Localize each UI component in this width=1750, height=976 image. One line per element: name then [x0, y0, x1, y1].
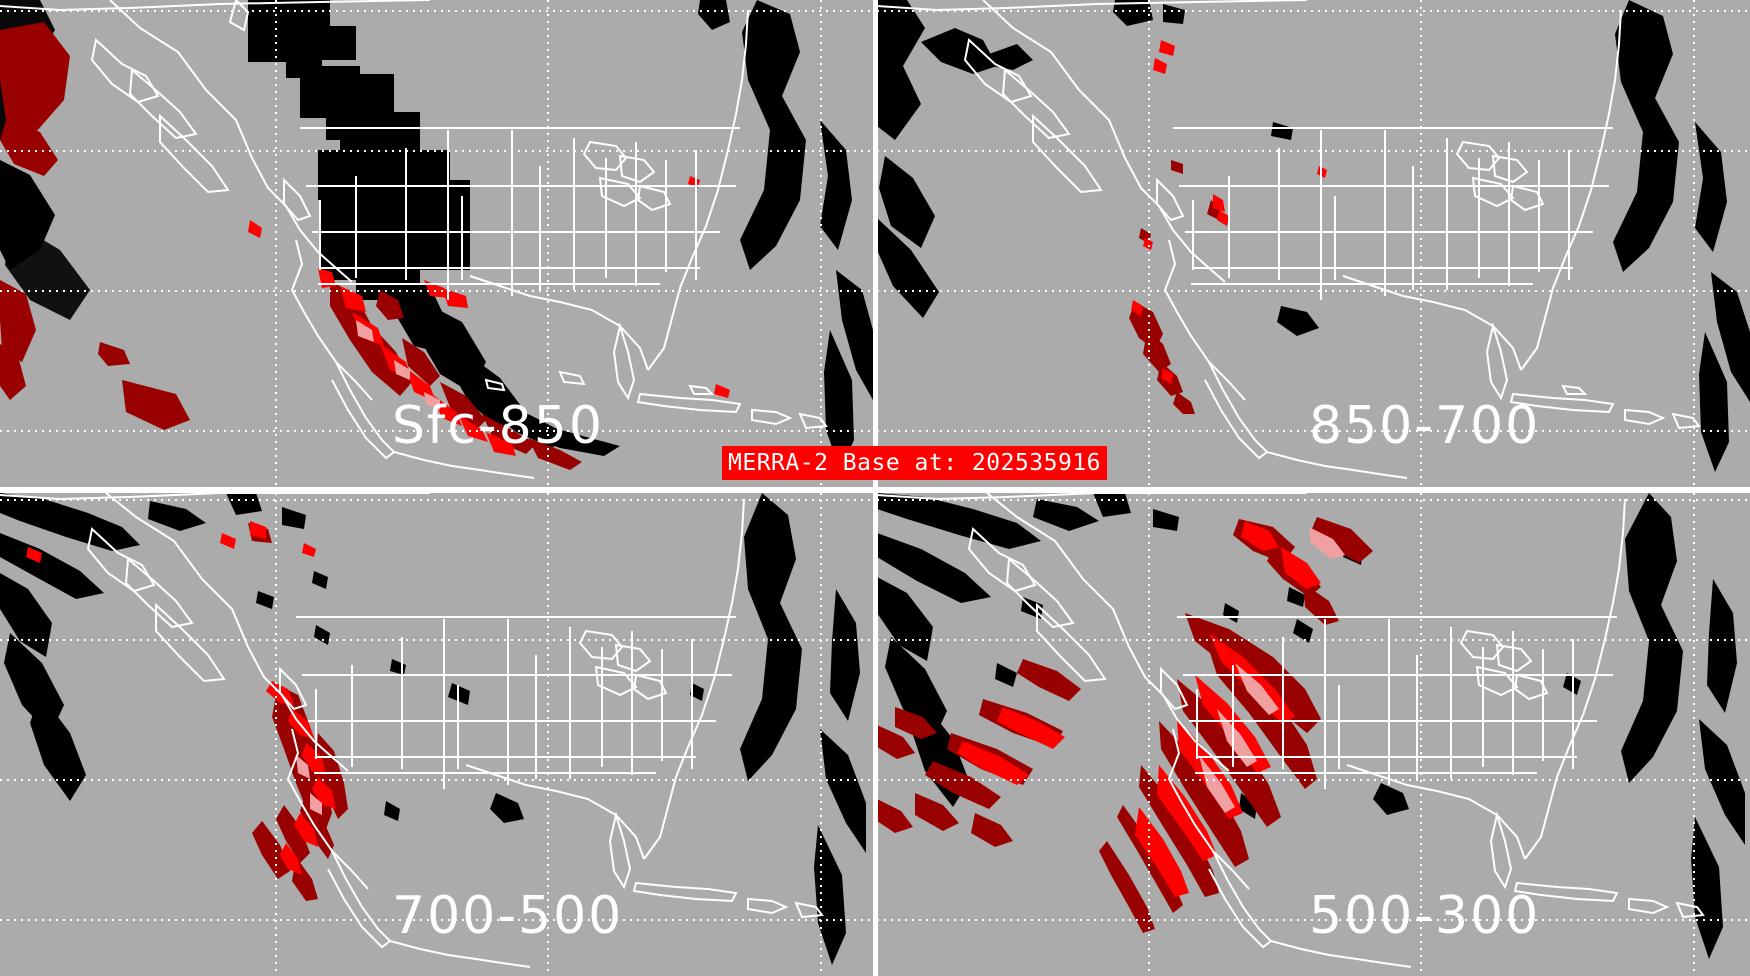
graticule-lon: [1420, 0, 1422, 487]
graticule-lat: [0, 639, 873, 641]
graticule-lon: [1693, 0, 1695, 487]
graticule-lon: [547, 0, 549, 487]
graticule-lon: [547, 493, 549, 976]
graticule-lat: [0, 919, 873, 921]
map-panel-850-700: 850-700: [877, 0, 1750, 487]
graticule-lat: [877, 919, 1750, 921]
title-banner: MERRA-2 Base at: 202535916: [722, 446, 1108, 480]
graticule-lat: [877, 639, 1750, 641]
graticule-lon: [820, 0, 822, 487]
graticule-lat: [0, 779, 873, 781]
graticule-lat: [0, 499, 873, 501]
graticule-lat: [0, 10, 873, 12]
graticule-lon: [275, 0, 277, 487]
graticule-lat: [0, 430, 873, 432]
graticule-lon: [275, 493, 277, 976]
graticule-lat: [0, 290, 873, 292]
graticule-lon: [1420, 493, 1422, 976]
graticule-lat: [877, 779, 1750, 781]
graticule-lon: [1693, 493, 1695, 976]
map-panel-700-500: 700-500: [0, 493, 873, 976]
graticule-lat: [0, 150, 873, 152]
map-panel-sfc-850: Sfc-850: [0, 0, 873, 487]
graticule-lon: [1148, 493, 1150, 976]
map-graphic-700-500: [0, 493, 873, 976]
graticule-lon: [820, 493, 822, 976]
panel-divider-horizontal: [0, 487, 1750, 493]
graticule-lat: [877, 290, 1750, 292]
graticule-lat: [877, 10, 1750, 12]
map-graphic-sfc-850: [0, 0, 873, 487]
graticule-lat: [877, 499, 1750, 501]
map-panel-500-300: 500-300: [877, 493, 1750, 976]
map-graphic-850-700: [877, 0, 1750, 487]
graticule-lon: [1148, 0, 1150, 487]
map-graphic-500-300: [877, 493, 1750, 976]
graticule-lat: [877, 430, 1750, 432]
graticule-lat: [877, 150, 1750, 152]
